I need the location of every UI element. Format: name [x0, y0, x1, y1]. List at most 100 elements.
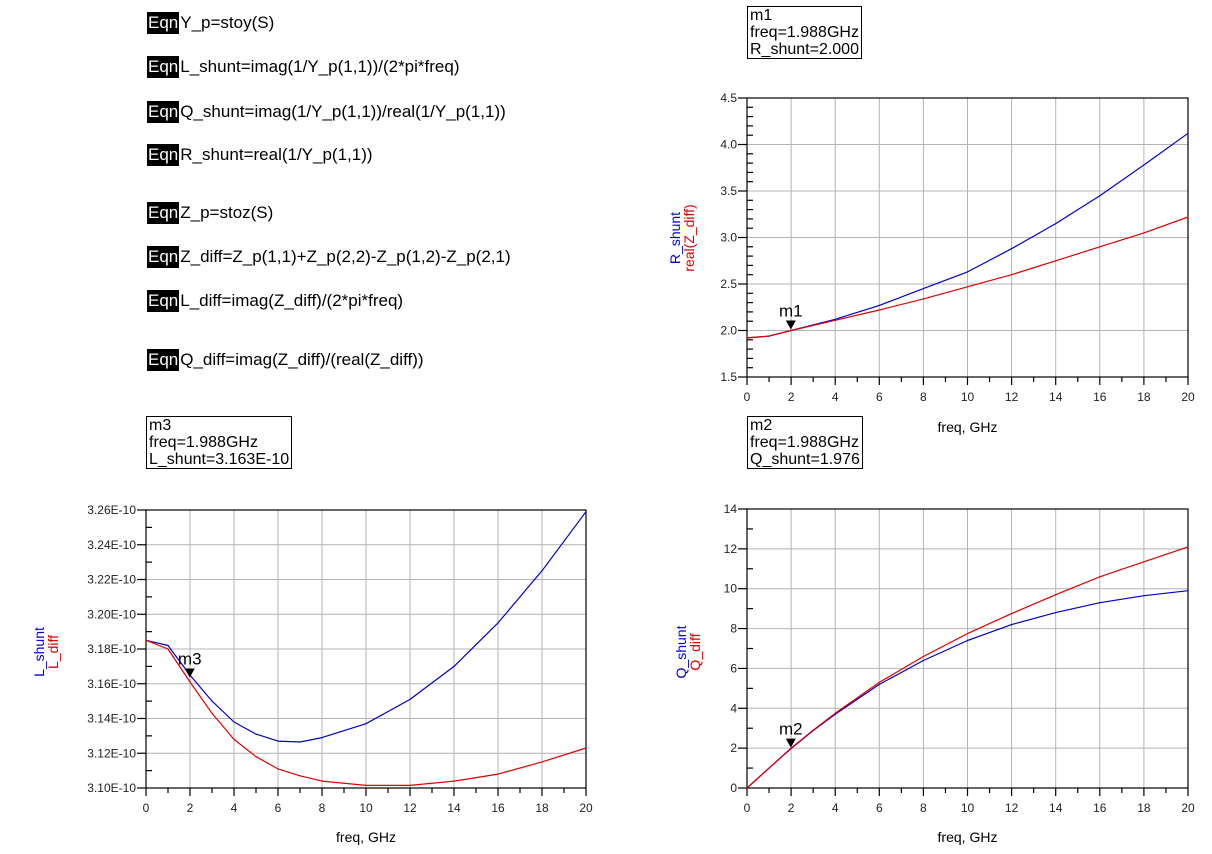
x-tick-label: 12: [403, 801, 417, 815]
eqn-tag: Eqn: [147, 144, 180, 166]
x-tick-label: 14: [1049, 390, 1063, 404]
equation-block[interactable]: Eqn R_shunt=real(1/Y_p(1,1)): [147, 144, 373, 166]
data-point: [1187, 216, 1189, 218]
eqn-tag: Eqn: [147, 349, 180, 371]
marker-triangle-icon: [184, 668, 195, 678]
data-point: [790, 329, 792, 332]
equation-block[interactable]: Eqn Z_diff=Z_p(1,1)+Z_p(2,2)-Z_p(1,2)-Z_…: [147, 246, 511, 268]
x-tick-label: 12: [1005, 390, 1019, 404]
marker-freq: freq=1.988GHz: [750, 434, 859, 451]
equation-block[interactable]: Eqn Z_p=stoz(S): [147, 202, 273, 224]
data-point: [812, 729, 814, 731]
plot-q[interactable]: 0 2 4 6 8 10 12 14 16 18 20 0 2 4 6 8 10 12 14 freq, GHz Q_s…: [673, 502, 1195, 845]
marker-label: m2: [779, 720, 803, 739]
plot-l[interactable]: 0 2 4 6 8 10 12 14 16 18 20 3.10E-10 3.12E-10 3.14E-1…: [31, 503, 593, 845]
x-tick-label: 18: [1137, 390, 1151, 404]
y-tick-label: 3.18E-10: [87, 642, 136, 656]
data-point: [878, 309, 880, 311]
y-tick-label: 2: [730, 741, 737, 755]
data-point: [453, 780, 455, 782]
x-tick-label: 10: [961, 390, 975, 404]
y-tick-label: 0: [730, 781, 737, 795]
data-point: [255, 733, 257, 735]
marker-readout-m2[interactable]: m2 freq=1.988GHz Q_shunt=1.976: [747, 416, 863, 469]
x-tick-label: 2: [788, 390, 795, 404]
data-point: [211, 700, 213, 702]
data-point: [966, 639, 969, 642]
data-point: [1143, 595, 1145, 597]
data-point: [922, 655, 925, 658]
equation-text: Z_p=stoz(S): [180, 203, 274, 222]
y-axis-label: R_shunt: [667, 212, 683, 264]
data-point: [1099, 576, 1101, 578]
marker-value: Q_shunt=1.976: [750, 451, 860, 468]
x-tick-label: 2: [788, 801, 795, 815]
y-tick-label: 14: [724, 502, 738, 516]
equation-block[interactable]: Eqn Q_diff=imag(Z_diff)/(real(Z_diff)): [147, 349, 424, 371]
data-point: [1055, 260, 1057, 262]
x-tick-label: 4: [832, 390, 839, 404]
x-tick-label: 4: [832, 801, 839, 815]
data-point: [145, 639, 147, 641]
data-point: [453, 665, 455, 667]
marker-name: m2: [750, 417, 773, 434]
marker-readout-m3[interactable]: m3 freq=1.988GHz L_shunt=3.163E-10: [146, 416, 293, 469]
y-tick-label: 3.26E-10: [87, 503, 136, 517]
data-point: [1099, 195, 1101, 197]
marker-label: m1: [779, 302, 803, 321]
y-tick-label: 3.14E-10: [87, 712, 136, 726]
plot-r[interactable]: 0 2 4 6 8 10 12 14 16 18 20 1.5 2.0 2.5 3.0 3.5 4.0 4.5 fr…: [667, 91, 1195, 435]
y-tick-label: 4.0: [720, 138, 737, 152]
data-point: [255, 756, 257, 758]
data-point: [167, 648, 169, 650]
y-tick-label: 3.20E-10: [87, 607, 136, 621]
data-point: [746, 787, 748, 789]
x-tick-label: 20: [1181, 390, 1195, 404]
x-tick-label: 10: [359, 801, 373, 815]
equation-block[interactable]: Eqn Q_shunt=imag(1/Y_p(1,1))/real(1/Y_p(…: [147, 101, 506, 123]
equation-text: Q_diff=imag(Z_diff)/(real(Z_diff)): [180, 350, 424, 369]
data-point: [966, 286, 969, 288]
data-point: [541, 761, 543, 763]
x-tick-label: 0: [143, 801, 150, 815]
y-axis-label: L_shunt: [31, 627, 47, 677]
series-line-real-z-diff-: [746, 216, 1189, 339]
equation-text: Z_diff=Z_p(1,1)+Z_p(2,2)-Z_p(1,2)-Z_p(2,…: [180, 247, 511, 266]
x-tick-label: 10: [961, 801, 975, 815]
x-tick-label: 18: [1137, 801, 1151, 815]
data-point: [233, 721, 235, 723]
y-tick-label: 6: [730, 661, 737, 675]
data-point: [878, 681, 880, 683]
data-point: [1099, 246, 1101, 248]
eqn-tag: Eqn: [147, 246, 180, 268]
equation-text: L_diff=imag(Z_diff)/(2*pi*freq): [180, 291, 404, 310]
data-point: [409, 784, 411, 786]
data-point: [878, 304, 880, 306]
equation-block[interactable]: Eqn L_shunt=imag(1/Y_p(1,1))/(2*pi*freq): [147, 56, 459, 78]
eqn-tag: Eqn: [147, 290, 180, 312]
y-tick-label: 1.5: [720, 370, 737, 384]
x-tick-label: 6: [876, 801, 883, 815]
x-tick-label: 20: [1181, 801, 1195, 815]
marker-readout-m1[interactable]: m1 freq=1.988GHz R_shunt=2.000: [747, 6, 862, 59]
data-point: [834, 713, 836, 715]
data-point: [211, 712, 213, 714]
data-point: [746, 337, 748, 339]
data-point: [277, 740, 279, 742]
data-point: [834, 319, 836, 321]
y-tick-label: 3.10E-10: [87, 781, 136, 795]
x-tick-label: 2: [187, 801, 194, 815]
equation-block[interactable]: Eqn Y_p=stoy(S): [147, 12, 274, 34]
marker-label: m3: [178, 650, 202, 669]
data-point: [1143, 164, 1145, 166]
data-point: [585, 747, 587, 749]
data-point: [1055, 594, 1057, 596]
y-axis-label: real(Z_diff): [681, 204, 697, 271]
data-point: [497, 622, 499, 624]
data-point: [321, 737, 323, 739]
equation-text: L_shunt=imag(1/Y_p(1,1))/(2*pi*freq): [180, 57, 460, 76]
equation-text: Y_p=stoy(S): [180, 13, 275, 32]
x-tick-label: 8: [920, 801, 927, 815]
equation-block[interactable]: Eqn L_diff=imag(Z_diff)/(2*pi*freq): [147, 290, 403, 312]
